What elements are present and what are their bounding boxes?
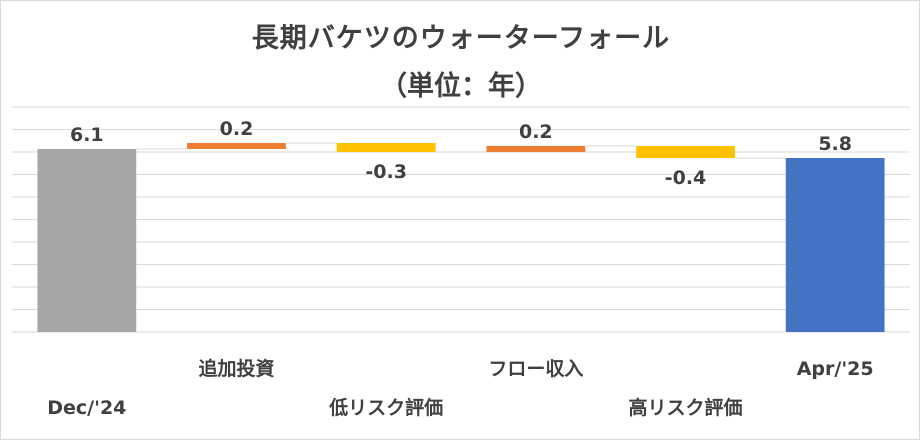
connector-lines	[136, 142, 786, 159]
value-label: 0.2	[519, 121, 553, 143]
category-label: 追加投資	[198, 357, 274, 380]
gridlines	[12, 106, 910, 333]
bars	[37, 143, 885, 332]
category-label: 高リスク評価	[628, 396, 742, 419]
bar-3	[486, 146, 586, 152]
bar-5	[785, 158, 885, 332]
category-label: フロー収入	[488, 358, 583, 380]
value-label: 0.2	[220, 118, 254, 140]
bar-4	[636, 146, 735, 158]
chart-title: 長期バケツのウォーターフォール	[251, 23, 671, 54]
value-label: -0.4	[665, 167, 707, 189]
chart-subtitle: （単位：年）	[380, 71, 542, 102]
category-label: 低リスク評価	[328, 396, 443, 419]
value-label: -0.3	[365, 161, 407, 183]
bar-1	[187, 143, 286, 149]
category-label: Dec/'24	[47, 397, 126, 419]
value-labels: 6.1 0.2 -0.3 0.2 -0.4 5.8	[70, 118, 852, 189]
value-label: 6.1	[70, 124, 104, 146]
value-label: 5.8	[818, 133, 852, 155]
bar-0	[37, 149, 137, 332]
bar-2	[336, 143, 436, 152]
category-label: Apr/'25	[797, 358, 874, 380]
